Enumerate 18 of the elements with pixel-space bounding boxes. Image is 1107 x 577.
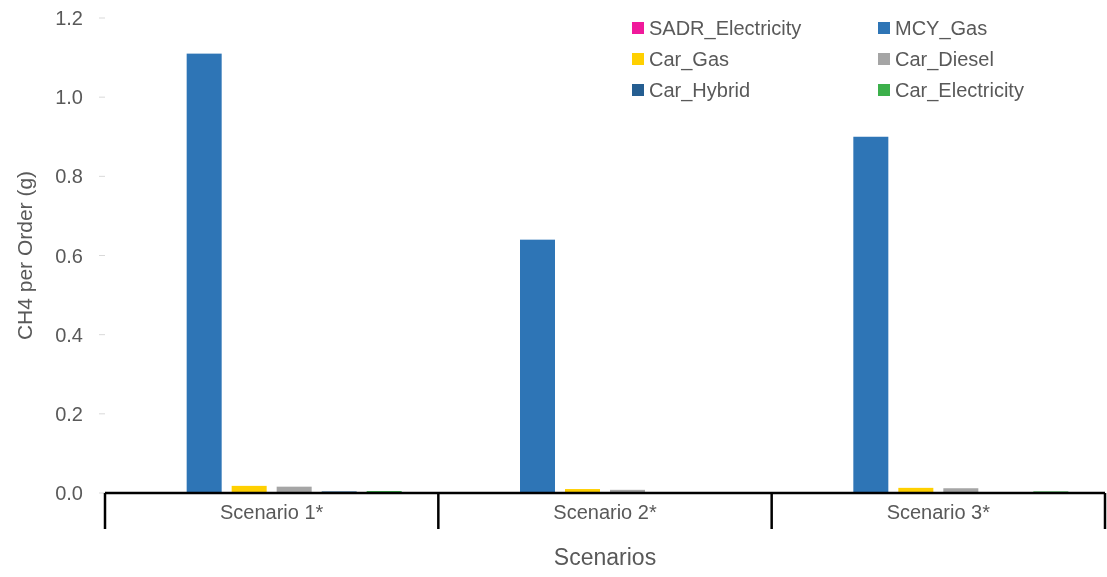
legend-label: MCY_Gas: [895, 17, 988, 40]
legend-label: Car_Electricity: [895, 79, 1024, 102]
y-tick-label: 0.8: [55, 165, 83, 188]
y-tick-label: 0.0: [55, 482, 83, 504]
y-axis-title: CH4 per Order (g): [13, 170, 36, 341]
legend-label: Car_Hybrid: [649, 79, 751, 102]
y-tick-label: 0.6: [55, 244, 83, 267]
y-tick-label: 0.2: [55, 402, 83, 425]
y-tick-label: 0.4: [55, 323, 83, 346]
y-tick-label: 1.0: [55, 86, 83, 109]
x-tick-label: Scenario 2*: [553, 501, 657, 523]
x-tick-label: Scenario 3*: [886, 501, 991, 523]
legend-label: SADR_Electricity: [649, 17, 802, 40]
y-tick-label: 1.2: [55, 7, 83, 29]
legend-label: Car_Diesel: [895, 48, 994, 71]
x-axis-title: Scenarios: [553, 544, 657, 570]
x-tick-label: Scenario 1*: [219, 501, 324, 523]
legend-label: Car_Gas: [649, 48, 730, 71]
